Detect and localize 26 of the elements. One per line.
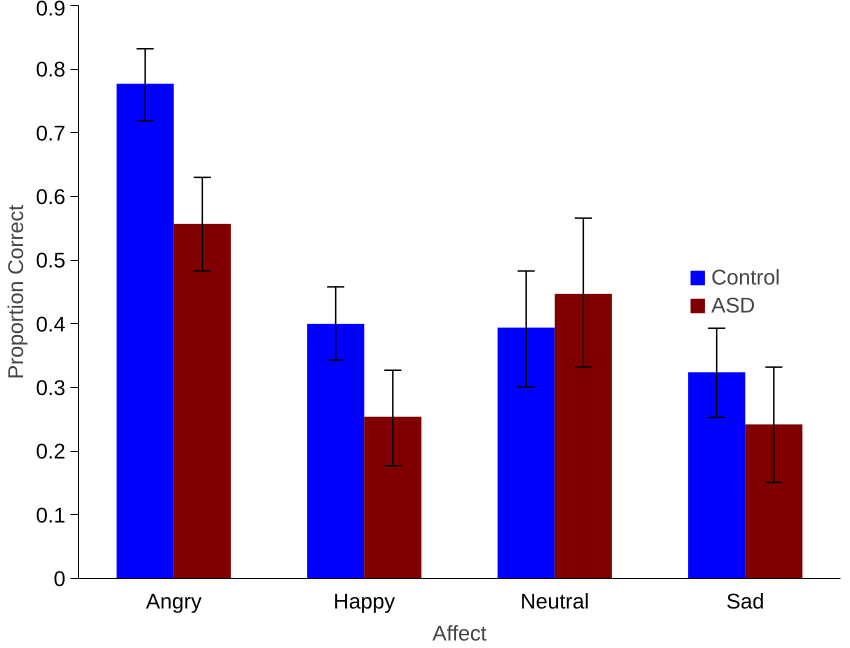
y-tick-label: 0.5 [36, 248, 66, 273]
x-tick-label: Happy [333, 590, 396, 614]
bar [745, 424, 802, 578]
y-tick-label: 0.9 [36, 0, 66, 20]
bar [498, 328, 555, 578]
bar [688, 372, 746, 578]
bar [116, 84, 174, 578]
x-tick-label: Neutral [520, 590, 590, 614]
y-tick-label: 0.6 [36, 185, 66, 209]
bar [364, 416, 422, 578]
bar [554, 294, 612, 578]
y-tick-label: 0.4 [36, 312, 66, 336]
legend-label: Control [711, 265, 780, 290]
x-tick-label: Sad [726, 590, 764, 614]
y-tick-label: 0.3 [36, 376, 66, 400]
x-tick-label: Angry [146, 590, 202, 614]
y-tick-label: 0.7 [36, 121, 66, 146]
y-tick-label: 0.8 [36, 58, 66, 82]
bar [307, 324, 364, 578]
legend-label: ASD [711, 293, 756, 318]
y-tick-label: 0.2 [36, 440, 66, 464]
x-axis-title: Affect [432, 622, 487, 646]
y-tick-label: 0 [54, 567, 66, 591]
y-axis-title: Proportion Correct [4, 204, 28, 380]
bar [174, 224, 231, 578]
y-tick-label: 0.1 [36, 503, 66, 528]
